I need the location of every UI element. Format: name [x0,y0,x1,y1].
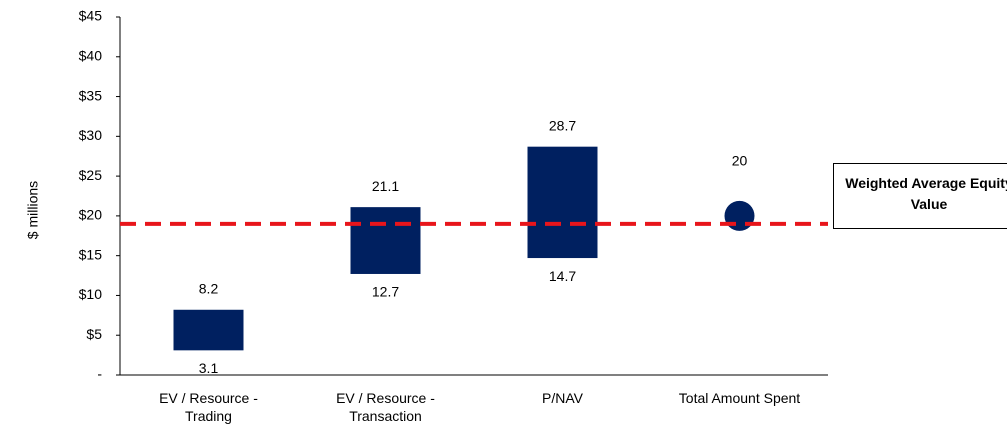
marker [724,200,755,231]
value-label-high: 28.7 [549,117,576,133]
bar [350,207,421,274]
value-label-low: 14.7 [549,268,576,284]
y-tick-label: $25 [79,167,103,183]
x-tick-label: EV / Resource - Transaction [336,390,435,424]
y-tick-label: $35 [79,87,103,103]
bar [527,146,598,259]
y-tick-label: $10 [79,286,103,302]
value-label-low: 3.1 [199,360,219,376]
reference-label-box: Weighted Average Equity Value [833,163,1007,229]
x-tick-label: P/NAV [542,390,583,406]
y-axis-label: $ millions [25,181,41,239]
value-label: 20 [732,153,748,169]
value-label-high: 21.1 [372,178,399,194]
y-tick-label: $15 [79,246,103,262]
reference-label: Weighted Average Equity Value [845,175,1007,212]
x-tick-label: EV / Resource - Trading [159,390,258,424]
y-tick-label: $5 [86,326,102,342]
value-label-high: 8.2 [199,280,219,296]
y-tick-label: $30 [79,127,103,143]
bar [173,309,244,351]
value-label-low: 12.7 [372,284,399,300]
x-tick-label: Total Amount Spent [678,390,801,406]
y-tick-label: $45 [79,8,103,24]
y-tick-label: $20 [79,207,103,223]
y-tick-label: - [97,366,102,382]
y-tick-label: $40 [79,47,103,63]
